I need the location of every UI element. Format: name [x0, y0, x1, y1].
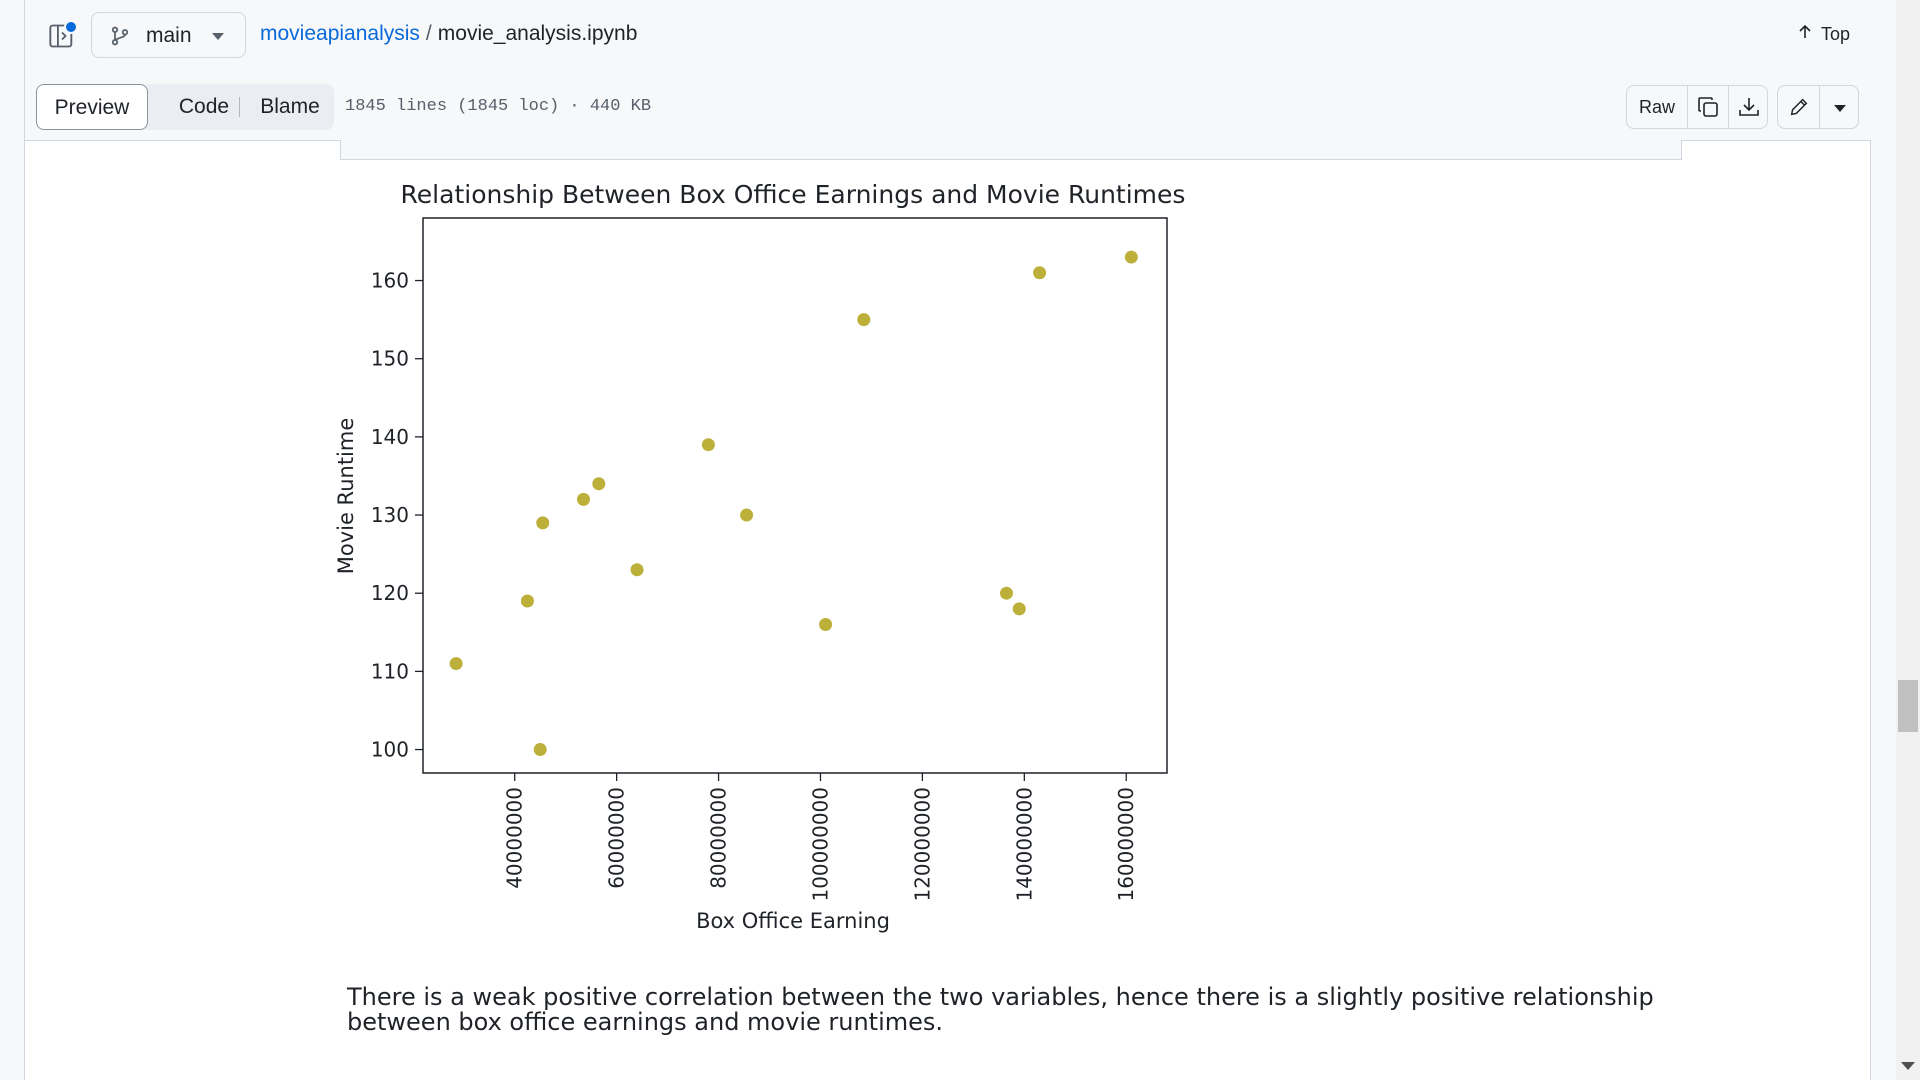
y-tick-label: 100 [371, 738, 409, 762]
scatter-point [819, 617, 833, 631]
y-tick-label: 130 [371, 503, 409, 527]
divider [1687, 86, 1688, 128]
scatter-point [999, 586, 1013, 600]
divider [1819, 86, 1820, 128]
scatter-point [740, 508, 754, 522]
raw-button[interactable]: Raw [1638, 97, 1675, 117]
breadcrumb: movieapianalysis / movie_analysis.ipynb [260, 22, 637, 46]
scatter-point [577, 492, 591, 506]
download-button[interactable] [1729, 86, 1769, 128]
edit-button[interactable] [1778, 86, 1819, 128]
x-tick-label: 80000000 [707, 787, 731, 889]
chevron-down-icon [212, 33, 224, 40]
file-name: movie_analysis.ipynb [437, 22, 638, 45]
edit-actions-group [1777, 85, 1859, 129]
y-tick-label: 140 [371, 425, 409, 449]
copy-icon [1696, 97, 1720, 123]
tab-preview[interactable]: Preview [36, 84, 148, 130]
x-tick-label: 120000000 [910, 787, 934, 902]
x-axis-label: Box Office Earning [696, 909, 890, 933]
top-label: Top [1820, 24, 1850, 44]
scatter-point [449, 657, 463, 671]
download-icon [1737, 98, 1761, 123]
scrollbar-thumb[interactable] [1898, 680, 1918, 732]
x-tick-label: 140000000 [1012, 787, 1036, 902]
chart-title: Relationship Between Box Office Earnings… [401, 180, 1186, 209]
y-ticks: 100 110 120 130 140 150 160 [371, 269, 423, 762]
x-tick-label: 60000000 [605, 787, 629, 889]
scatter-point [592, 477, 606, 491]
arrow-up-icon [1797, 24, 1813, 45]
pencil-icon [1788, 98, 1810, 122]
repo-link[interactable]: movieapianalysis [260, 22, 420, 45]
y-tick-label: 110 [371, 659, 409, 683]
sidebar-toggle-icon[interactable] [48, 20, 78, 50]
branch-icon [110, 26, 130, 51]
y-axis-label: Movie Runtime [334, 418, 358, 575]
copy-button[interactable] [1688, 86, 1728, 128]
divider [1728, 86, 1729, 128]
tab-code[interactable]: Code [178, 95, 230, 118]
scroll-down-arrow-icon[interactable] [1901, 1062, 1915, 1070]
breadcrumb-separator: / [425, 22, 432, 45]
scatter-point [1012, 602, 1026, 616]
tab-blame[interactable]: Blame [260, 95, 320, 118]
scatter-point [1124, 250, 1138, 264]
top-bar [25, 0, 1870, 73]
scatter-chart: Relationship Between Box Office Earnings… [334, 180, 1186, 933]
y-tick-label: 120 [371, 581, 409, 605]
x-tick-label: 100000000 [808, 787, 832, 902]
page-scrollbar[interactable] [1896, 0, 1920, 1080]
view-mode-tabs: Preview Code Blame [36, 84, 334, 130]
scatter-point [630, 563, 644, 577]
plot-frame [422, 217, 1168, 774]
notification-dot [64, 20, 78, 34]
notebook-content [25, 140, 1871, 1080]
branch-name: main [146, 24, 192, 47]
data-points [449, 250, 1138, 757]
x-ticks: 40000000 60000000 80000000 100000000 1200000… [503, 773, 1138, 902]
x-tick-label: 40000000 [503, 787, 527, 889]
scatter-point [1033, 266, 1047, 280]
scatter-point [857, 313, 871, 327]
chevron-down-icon [1834, 105, 1846, 112]
scatter-point [536, 516, 550, 530]
code-cell-bottom [340, 140, 1682, 160]
more-edit-options-button[interactable] [1820, 86, 1860, 128]
scatter-point [533, 743, 547, 757]
scatter-point [701, 438, 715, 452]
markdown-cell-text: There is a weak positive correlation bet… [347, 983, 1654, 1036]
y-tick-label: 150 [371, 347, 409, 371]
x-tick-label: 160000000 [1114, 787, 1138, 902]
file-actions-group: Raw [1626, 85, 1768, 129]
top-button[interactable]: Top [1797, 24, 1850, 45]
y-tick-label: 160 [371, 269, 409, 293]
branch-selector-button[interactable]: main [91, 12, 246, 58]
scatter-point [520, 594, 534, 608]
file-meta: 1845 lines (1845 loc) · 440 KB [345, 97, 652, 116]
tab-divider [239, 97, 240, 117]
left-border [24, 0, 25, 1080]
